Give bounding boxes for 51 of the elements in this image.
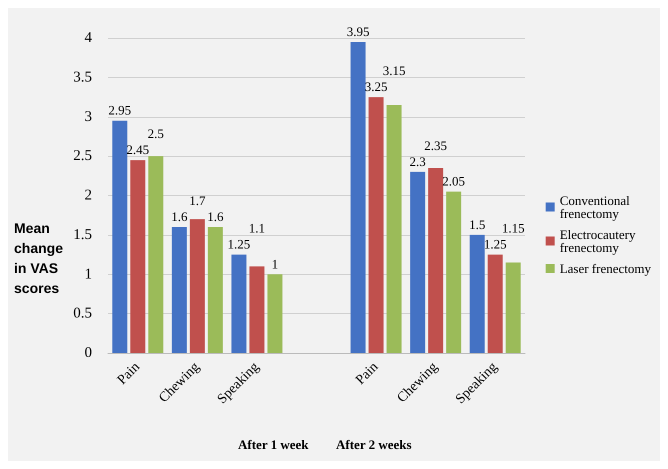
data-label: 1.6: [207, 209, 224, 224]
data-label: 2.5: [148, 126, 164, 142]
bar: [470, 234, 485, 353]
bar: [428, 168, 444, 353]
y-axis-title: Mean change in VAS scores: [14, 220, 67, 296]
bar: [506, 262, 521, 353]
bar: [148, 156, 164, 353]
x-tick-label: Pain: [353, 360, 382, 388]
y-tick-label: 0: [84, 345, 92, 361]
bar: [488, 254, 503, 353]
data-label: 1.7: [189, 193, 206, 208]
bar: [190, 219, 205, 353]
data-label: 3.95: [346, 24, 370, 39]
data-label: 1.25: [484, 236, 507, 252]
legend-label: Electrocautery frenectomy: [560, 227, 639, 255]
data-label: 1.5: [469, 216, 486, 232]
data-label: 2.3: [410, 154, 426, 169]
bar: [350, 42, 366, 353]
data-label: 2.95: [108, 102, 132, 118]
data-label: 1.25: [228, 236, 250, 252]
bar: [249, 266, 264, 353]
data-label: 1.1: [248, 220, 266, 236]
data-label: 1.15: [502, 220, 525, 236]
bar: [446, 192, 462, 353]
bar: [130, 160, 146, 353]
y-tick-label: 1: [84, 266, 92, 282]
bar: [208, 227, 223, 353]
y-tick-label: 2: [84, 188, 92, 204]
bar: [231, 254, 246, 353]
y-tick-label: 3: [84, 108, 92, 125]
y-tick-label: 4: [84, 30, 92, 46]
legend-label: Conventional frenectomy: [560, 193, 633, 221]
text: After 2 weeks: [336, 437, 412, 452]
text: After 1 week: [238, 437, 310, 452]
y-tick-label: 3.5: [73, 69, 92, 86]
data-label: 3.15: [382, 63, 406, 78]
legend-label: Laser frenectomy: [560, 261, 652, 276]
y-tick-label: 1.5: [73, 226, 92, 243]
bar: [410, 172, 426, 353]
y-tick-label: 0.5: [73, 306, 92, 322]
x-tick-label: Pain: [114, 360, 144, 388]
data-label: 1: [272, 256, 278, 272]
bar: [267, 274, 282, 353]
bar: [368, 97, 384, 353]
bar: [386, 104, 402, 353]
bar: [112, 120, 128, 353]
bar: [172, 227, 187, 353]
data-label: 2.45: [126, 142, 150, 158]
data-label: 2.35: [424, 138, 448, 153]
y-tick-label: 2.5: [73, 148, 92, 164]
data-label: 1.6: [171, 209, 188, 224]
